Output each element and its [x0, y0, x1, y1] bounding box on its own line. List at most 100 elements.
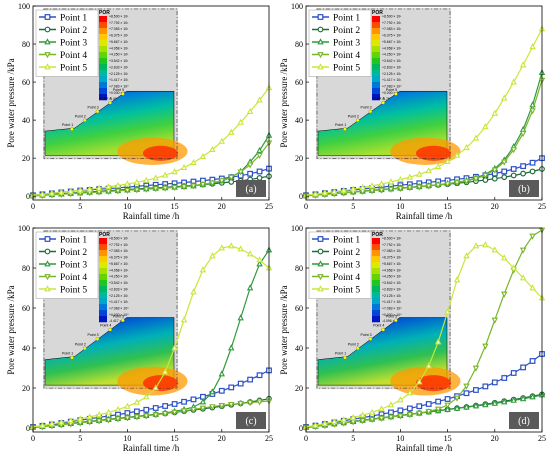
data-point [161, 171, 169, 178]
colorbar-value: +3.542 × 10¹ [382, 281, 402, 285]
colorbar-swatch [99, 244, 107, 251]
data-point [491, 175, 498, 182]
panel-tag: (b) [509, 180, 539, 197]
data-point [368, 417, 376, 424]
colorbar-title: POR [99, 10, 110, 16]
colorbar-swatch [99, 238, 107, 245]
panel-tag-label: (d) [518, 416, 530, 427]
colorbar-swatch [99, 16, 107, 23]
data-point [501, 291, 508, 298]
x-tick-label: 5 [78, 202, 82, 211]
y-tick-label: 0 [26, 424, 30, 433]
data-point [105, 183, 112, 190]
data-point [482, 401, 489, 408]
data-point [133, 414, 141, 421]
data-point [246, 162, 254, 169]
legend-marker [317, 260, 324, 267]
data-point [86, 413, 93, 420]
data-point [472, 134, 480, 141]
data-point [162, 403, 169, 409]
monitoring-point-marker [108, 327, 112, 332]
legend-marker [317, 14, 324, 20]
colorbar-swatch [99, 76, 107, 83]
data-point [228, 384, 235, 391]
colorbar-swatch [372, 70, 380, 77]
colorbar-value: +6.375 × 10¹ [109, 34, 129, 38]
colorbar-value: +0.000 × 10⁰ [382, 313, 402, 317]
chart-panel-3: POR+8.500 × 10¹ +7.792 × 10¹ +7.083 × 10¹ +… [6, 224, 273, 453]
y-tick-label: 60 [295, 304, 303, 313]
legend-label: Point 3 [60, 38, 87, 48]
data-point [444, 405, 451, 412]
inset-figure: POR+8.500 × 10¹ +7.792 × 10¹ +7.083 × 10¹ +… [316, 8, 461, 165]
data-point [406, 389, 414, 396]
colorbar-swatch [99, 304, 107, 311]
monitoring-point-marker [394, 318, 398, 323]
peak-pressure-zone [142, 375, 179, 392]
data-point [520, 170, 527, 177]
data-point [453, 180, 461, 187]
data-point [124, 187, 131, 195]
data-point [472, 402, 480, 409]
data-point [39, 421, 46, 428]
x-tick-label: 15 [171, 202, 179, 211]
y-tick-label: 40 [22, 116, 30, 125]
monitoring-point-label: Point 3 [360, 105, 371, 109]
data-point [416, 403, 423, 410]
y-tick-label: 80 [22, 264, 30, 273]
data-point [378, 405, 385, 412]
data-point [199, 182, 207, 189]
data-point [199, 405, 207, 412]
colorbar-value: +5.667 × 10¹ [109, 40, 129, 44]
colorbar-swatch [372, 238, 380, 245]
data-point [482, 172, 489, 179]
inset-frame [316, 8, 451, 159]
data-point [161, 368, 169, 375]
colorbar-swatch [372, 268, 380, 275]
x-tick-label: 25 [265, 434, 273, 443]
legend: Point 1 Point 2 Point 3 Point 4 Point 5 [35, 9, 99, 77]
colorbar-value: +8.500 × 10¹ [109, 237, 129, 241]
data-point [397, 396, 404, 403]
data-point [209, 388, 216, 395]
legend-label: Point 4 [60, 51, 87, 61]
series-5 [29, 242, 273, 430]
data-point [256, 175, 263, 181]
x-tick-label: 25 [538, 434, 546, 443]
data-point [453, 395, 461, 402]
x-tick-label: 10 [123, 434, 131, 443]
colorbar-swatch [99, 40, 107, 47]
panel-tag: (a) [236, 180, 266, 197]
colorbar-swatch [372, 250, 380, 257]
x-tick-label: 20 [491, 434, 499, 443]
colorbar-value: +4.250 × 10¹ [109, 53, 129, 57]
data-point [520, 364, 527, 371]
data-point [237, 245, 244, 252]
colorbar-swatch [372, 244, 380, 251]
colorbar-swatch [372, 16, 380, 23]
legend-label: Point 5 [333, 63, 360, 73]
colorbar-swatch [99, 28, 107, 35]
legend-marker [317, 63, 324, 70]
colorbar-value: +4.958 × 10¹ [109, 46, 129, 50]
data-point [86, 185, 93, 192]
data-point [359, 418, 366, 425]
colorbar-value: +8.500 × 10¹ [382, 237, 402, 241]
monitoring-point-marker [368, 109, 373, 114]
data-point [228, 128, 235, 135]
colorbar-swatch [99, 88, 107, 95]
y-tick-label: 0 [26, 192, 30, 201]
data-point [453, 151, 461, 158]
legend-label: Point 4 [333, 51, 360, 61]
y-tick-label: 20 [295, 384, 303, 393]
data-point [246, 400, 254, 407]
data-point [48, 420, 56, 427]
colorbar-title: POR [372, 10, 383, 16]
x-tick-label: 20 [218, 202, 226, 211]
colorbar-value: +7.083 × 10⁰ [109, 85, 129, 89]
data-point [416, 378, 423, 385]
legend-marker [317, 26, 324, 33]
monitoring-point-marker [368, 337, 373, 341]
data-point [218, 403, 226, 410]
monitoring-point-marker [355, 118, 360, 123]
